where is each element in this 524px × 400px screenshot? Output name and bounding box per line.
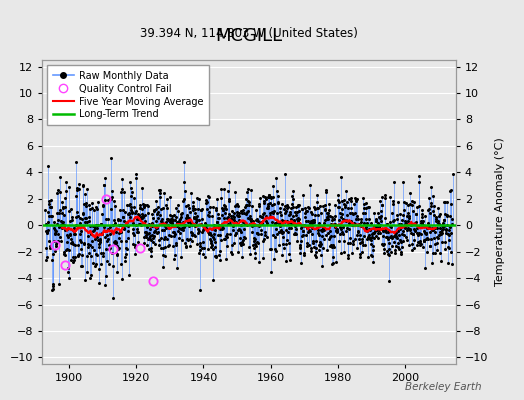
Legend: Raw Monthly Data, Quality Control Fail, Five Year Moving Average, Long-Term Tren: Raw Monthly Data, Quality Control Fail, … xyxy=(47,65,209,125)
Text: Berkeley Earth: Berkeley Earth xyxy=(406,382,482,392)
Y-axis label: Temperature Anomaly (°C): Temperature Anomaly (°C) xyxy=(495,138,505,286)
Text: 39.394 N, 114.803 W (United States): 39.394 N, 114.803 W (United States) xyxy=(140,27,358,40)
Title: MCGILL: MCGILL xyxy=(215,26,282,44)
